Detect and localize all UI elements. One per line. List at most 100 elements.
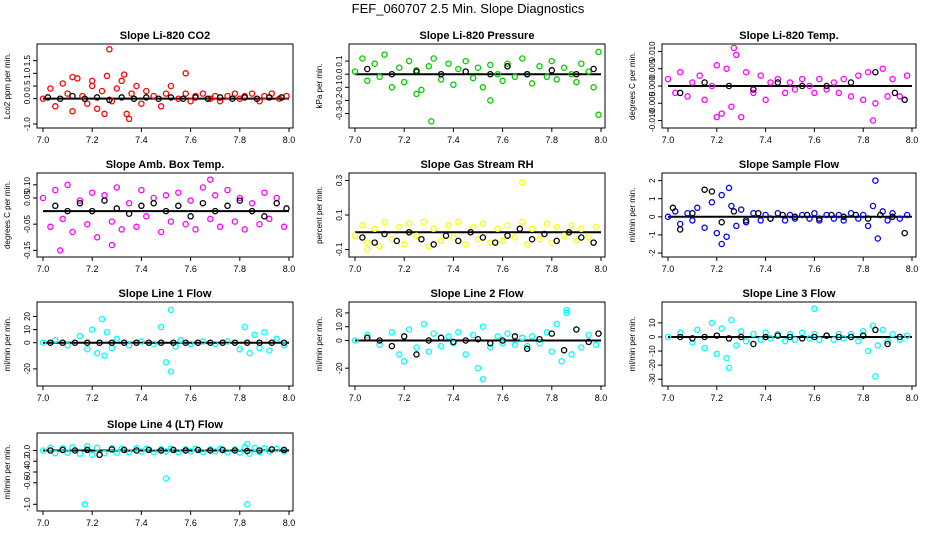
data-point: [167, 94, 175, 101]
data-point: [487, 61, 494, 69]
data-point: [211, 192, 219, 199]
data-point: [133, 445, 140, 452]
data-point: [199, 199, 207, 207]
data-point: [750, 86, 757, 93]
data-point: [872, 100, 879, 107]
data-point: [84, 220, 91, 228]
plot-frame: [36, 43, 294, 129]
data-point: [479, 323, 487, 330]
data-point: [101, 192, 108, 199]
data-point: [413, 344, 420, 351]
data-point: [396, 351, 403, 358]
data-point: [676, 329, 684, 336]
x-tick-label: 7.8: [857, 264, 870, 274]
data-point: [595, 330, 602, 337]
x-tick-label: 8.0: [595, 135, 608, 145]
data-point: [874, 342, 882, 349]
data-point: [713, 62, 721, 69]
data-point: [864, 215, 872, 222]
x-tick-label: 7.2: [398, 135, 411, 145]
data-point: [803, 211, 811, 219]
data-point: [791, 213, 799, 221]
data-point: [359, 55, 366, 62]
series-selected: [364, 63, 597, 78]
data-point: [52, 449, 59, 457]
data-point: [400, 333, 408, 340]
data-point: [216, 223, 224, 231]
data-point: [487, 344, 494, 351]
data-point: [491, 239, 499, 246]
data-point: [536, 335, 543, 343]
data-point: [143, 87, 150, 95]
data-point: [499, 77, 506, 85]
x-tick-label: 7.4: [447, 264, 460, 274]
data-point: [701, 333, 708, 341]
data-point: [359, 222, 366, 229]
data-point: [280, 339, 288, 346]
data-point: [781, 89, 789, 97]
data-point: [241, 226, 248, 233]
data-point: [859, 328, 867, 335]
data-point: [64, 207, 71, 215]
chart-panel: Slope Li-820 Temp. 7.0 7.2 7.4 7.6 7.8 8.0 -0.0…: [628, 30, 918, 145]
data-point: [568, 222, 575, 229]
plot-frame: [36, 301, 294, 387]
x-tick-label: 7.8: [234, 264, 247, 274]
data-point: [445, 60, 452, 67]
x-tick-label: 7.0: [349, 393, 362, 403]
x-tick-label: 7.0: [37, 393, 50, 403]
data-point: [791, 336, 799, 344]
data-point: [718, 240, 725, 248]
data-point: [425, 337, 433, 344]
data-point: [725, 364, 733, 372]
data-point: [273, 199, 280, 207]
series-all: [351, 306, 600, 383]
data-point: [896, 333, 904, 341]
data-point: [757, 336, 764, 344]
x-tick-label: 7.0: [37, 518, 50, 528]
data-point: [543, 220, 551, 227]
data-point: [123, 110, 130, 118]
data-point: [106, 96, 113, 104]
data-point: [273, 335, 280, 343]
data-point: [273, 194, 280, 202]
y-tick-label: -0.1: [335, 242, 344, 256]
data-point: [830, 336, 838, 344]
data-point: [519, 334, 526, 342]
data-point: [494, 70, 501, 78]
data-point: [157, 103, 165, 110]
data-point: [376, 73, 383, 81]
data-point: [393, 237, 401, 245]
data-point: [113, 449, 121, 456]
chart-title: Slope Line 1 Flow: [119, 288, 212, 300]
data-point: [84, 339, 91, 346]
x-tick-label: 7.8: [546, 135, 559, 145]
data-point: [467, 229, 474, 236]
data-point: [405, 326, 413, 333]
data-point: [224, 92, 231, 100]
data-point: [187, 213, 194, 220]
data-point: [830, 79, 838, 86]
data-point: [103, 328, 111, 336]
data-point: [462, 351, 469, 358]
data-point: [479, 84, 487, 91]
y-axis-label: ml/min per min.: [3, 445, 12, 500]
data-point: [548, 67, 556, 74]
data-point: [162, 359, 170, 366]
data-point: [536, 63, 543, 70]
data-point: [713, 113, 721, 121]
data-point: [891, 89, 899, 97]
data-point: [175, 189, 182, 196]
y-axis-label: kPa per min.: [315, 64, 324, 109]
data-point: [499, 340, 506, 347]
data-point: [879, 326, 886, 334]
y-tick-label: 0.05: [23, 190, 32, 206]
plot-frame: [348, 172, 606, 258]
y-tick-label: -0.3: [335, 106, 344, 120]
y-axis-label: Lco2 ppm per min.: [3, 53, 12, 119]
chart-title: Slope Line 2 Flow: [431, 288, 524, 300]
data-point: [889, 209, 896, 217]
data-point: [511, 341, 519, 348]
data-point: [179, 95, 187, 102]
data-point: [88, 451, 96, 459]
